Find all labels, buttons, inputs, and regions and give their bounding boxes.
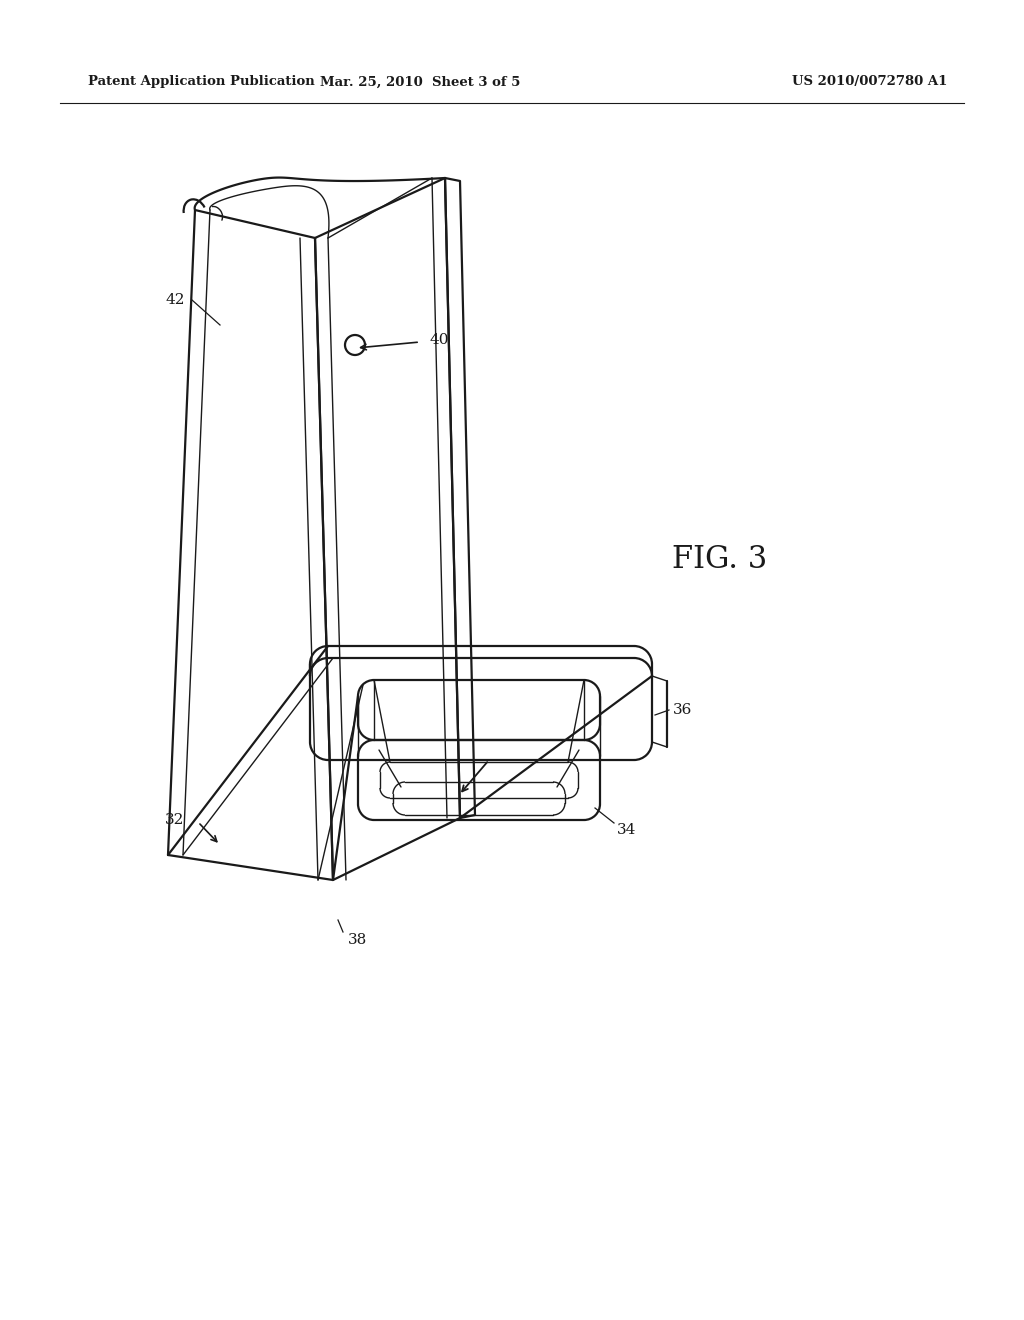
Text: Mar. 25, 2010  Sheet 3 of 5: Mar. 25, 2010 Sheet 3 of 5 [319, 75, 520, 88]
Text: 32: 32 [165, 813, 184, 828]
Text: 42: 42 [166, 293, 185, 308]
Text: FIG. 3: FIG. 3 [673, 544, 768, 576]
Text: US 2010/0072780 A1: US 2010/0072780 A1 [793, 75, 947, 88]
Text: 36: 36 [673, 704, 692, 717]
Text: 40: 40 [430, 333, 450, 347]
Text: 34: 34 [617, 822, 636, 837]
Text: 38: 38 [348, 933, 368, 946]
Text: Patent Application Publication: Patent Application Publication [88, 75, 314, 88]
